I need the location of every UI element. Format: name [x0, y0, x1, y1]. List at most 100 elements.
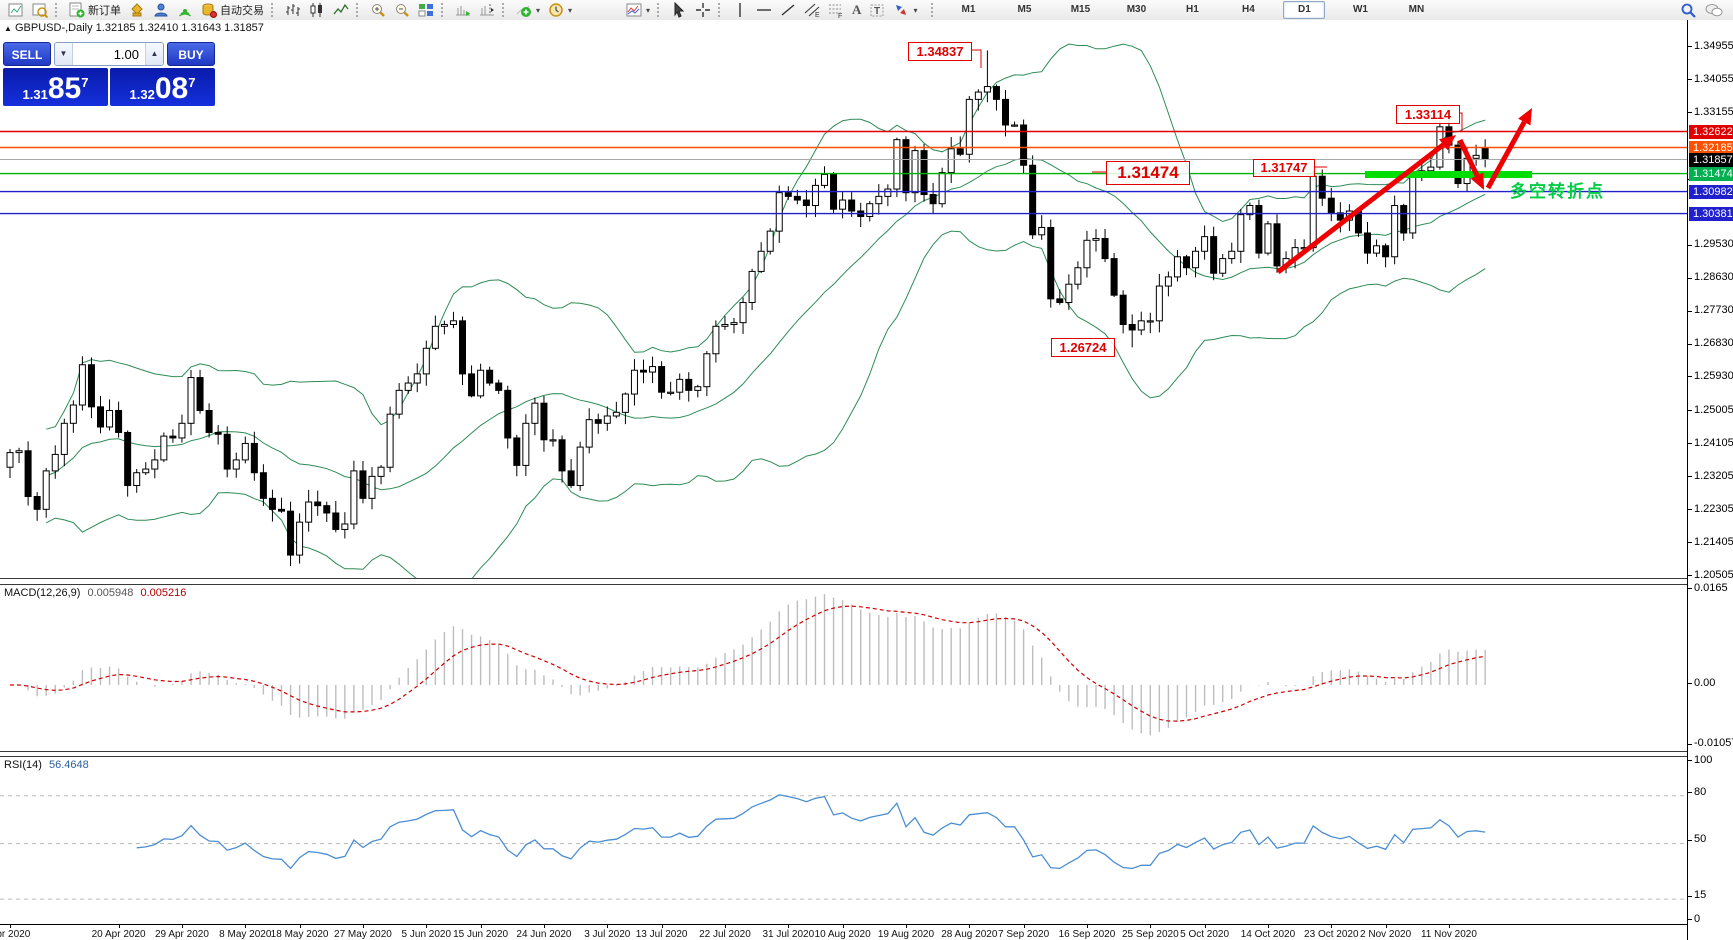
panel-divider[interactable] [0, 751, 1687, 757]
zoom-out-button[interactable] [390, 0, 414, 20]
timeframe-d1[interactable]: D1 [1283, 1, 1326, 19]
periods-button[interactable]: ▾ [544, 0, 576, 20]
price-annotation-label[interactable]: 1.33114 [1396, 105, 1460, 124]
trend-arrow [1457, 138, 1480, 177]
rsi-panel[interactable]: RSI(14) 56.4648 [0, 757, 1687, 924]
price-chart-panel[interactable]: ▲ GBPUSD-,Daily 1.32185 1.32410 1.31643 … [0, 20, 1687, 578]
timeframe-w1[interactable]: W1 [1352, 4, 1368, 15]
price-line-label: 1.31857 [1689, 152, 1733, 167]
arrows-tool[interactable]: ▾ [889, 0, 921, 20]
time-axis-label: 19 Aug 2020 [877, 929, 935, 940]
price-annotation-label[interactable]: 1.31747 [1253, 159, 1315, 177]
sell-price-display[interactable]: 1.31 85 7 [3, 68, 108, 106]
collapse-arrow-icon[interactable]: ▲ [4, 24, 12, 33]
rsi-value: 56.4648 [48, 759, 89, 771]
svg-text:T: T [874, 6, 880, 17]
tile-windows-button[interactable] [414, 0, 438, 20]
timeframe-h1[interactable]: H1 [1186, 4, 1199, 15]
price-line-label: 1.32185 [1689, 140, 1733, 155]
time-axis-tick [1023, 925, 1025, 928]
candlestick-chart [0, 43, 1687, 578]
macd-axis-max: 0.0165 [1694, 581, 1728, 594]
price-annotation-label[interactable]: 1.34837 [908, 42, 972, 61]
signals-icon[interactable] [173, 0, 197, 20]
horizontal-line-tool[interactable] [752, 0, 776, 20]
trendline-tool[interactable] [776, 0, 800, 20]
rsi-axis-label: 50 [1694, 833, 1707, 845]
time-axis-label: 8 May 2020 [219, 929, 272, 940]
annotation-note-text[interactable]: 多空转折点 [1510, 182, 1605, 201]
buy-button[interactable]: BUY [167, 42, 215, 66]
macd-panel[interactable]: MACD(12,26,9) 0.005948 0.005216 [0, 585, 1687, 751]
macd-axis-zero: 0.00 [1694, 676, 1716, 689]
bar-chart-type-button[interactable] [281, 0, 305, 20]
indicators-button[interactable]: ▾ [512, 0, 544, 20]
chevron-down-icon: ▾ [536, 5, 541, 15]
time-axis-label: 3 Jul 2020 [584, 929, 631, 940]
time-axis-label: 31 Jul 2020 [762, 929, 815, 940]
search-icon[interactable] [1676, 0, 1701, 20]
templates-button[interactable]: ▾ [622, 0, 654, 20]
line-chart-type-button[interactable] [329, 0, 353, 20]
price-scale[interactable]: 1.34955 1.34055 1.33155 1.29530 1.28630 1.277… [1687, 20, 1733, 940]
scale-tick-mark [1688, 310, 1692, 312]
text-tool[interactable]: A [852, 2, 862, 17]
vertical-line-tool[interactable] [728, 0, 752, 20]
price-axis-label: 1.25005 [1694, 403, 1733, 416]
timeframe-m1[interactable]: M1 [961, 4, 976, 15]
timeframe-m5[interactable]: M5 [1017, 4, 1032, 15]
toolbar-grip [657, 3, 664, 17]
toolbar-grip [718, 3, 725, 17]
time-axis-label: 14 Oct 2020 [1240, 929, 1296, 940]
gold-badge-icon[interactable] [125, 0, 149, 20]
time-axis-label: 28 Aug 2020 [941, 929, 998, 940]
scale-tick-mark [1688, 46, 1692, 48]
scale-tick-mark [1688, 509, 1692, 511]
timeframe-h4[interactable]: H4 [1242, 4, 1255, 15]
community-user-icon[interactable] [149, 0, 173, 20]
time-axis-label: 27 May 2020 [334, 929, 392, 940]
rsi-axis-label: 100 [1694, 753, 1713, 766]
scale-tick-mark [1688, 343, 1692, 345]
auto-scroll-button[interactable] [451, 0, 475, 20]
new-order-button[interactable]: 新订单 [65, 0, 125, 20]
crosshair-tool-button[interactable] [691, 0, 715, 20]
chat-icon[interactable] [1701, 0, 1727, 20]
time-axis-label: 25 Sep 2020 [1121, 929, 1179, 940]
chevron-down-icon: ▾ [568, 5, 573, 15]
auto-trading-button[interactable]: 自动交易 [197, 0, 268, 20]
chart-shift-button[interactable] [475, 0, 499, 20]
toolbar-grip [441, 3, 448, 17]
profiles-button[interactable] [28, 0, 52, 20]
channel-tool[interactable]: E [800, 0, 824, 20]
price-annotation-label[interactable]: 1.26724 [1051, 338, 1115, 357]
sell-button[interactable]: SELL [3, 42, 51, 66]
timeframe-mn[interactable]: MN [1408, 4, 1425, 15]
new-chart-button[interactable] [4, 0, 28, 20]
time-axis[interactable]: Apr 2020 20 Apr 2020 29 Apr 2020 8 May 2020… [0, 924, 1687, 940]
ohlc-open: 1.32185 [95, 22, 136, 34]
time-axis-tick [299, 925, 301, 928]
price-annotation-label[interactable]: 1.31474 [1106, 161, 1190, 185]
bollinger-band-line [46, 157, 1486, 491]
toolbar-grip [356, 3, 363, 17]
cursor-tool-button[interactable] [667, 0, 691, 20]
timeframe-m30[interactable]: M30 [1126, 4, 1147, 15]
panel-divider[interactable] [0, 578, 1687, 585]
fibonacci-tool[interactable]: F [824, 0, 848, 20]
buy-price-display[interactable]: 1.32 08 7 [110, 68, 215, 106]
text-label-tool[interactable]: T [865, 0, 889, 20]
timeframe-m15[interactable]: M15 [1070, 4, 1091, 15]
candlestick-type-button[interactable] [305, 0, 329, 20]
scale-tick-mark [1688, 476, 1692, 478]
volume-input[interactable] [73, 43, 145, 65]
scale-tick-mark [1688, 244, 1692, 246]
volume-increase-button[interactable]: ▲ [145, 43, 163, 65]
zoom-in-button[interactable] [366, 0, 390, 20]
time-axis-tick [607, 925, 609, 928]
chart-title: ▲ GBPUSD-,Daily 1.32185 1.32410 1.31643 … [4, 22, 264, 34]
label-leader-line [970, 49, 982, 68]
time-axis-tick [788, 925, 790, 928]
volume-decrease-button[interactable]: ▼ [55, 43, 73, 65]
scale-tick-mark [1688, 895, 1692, 897]
